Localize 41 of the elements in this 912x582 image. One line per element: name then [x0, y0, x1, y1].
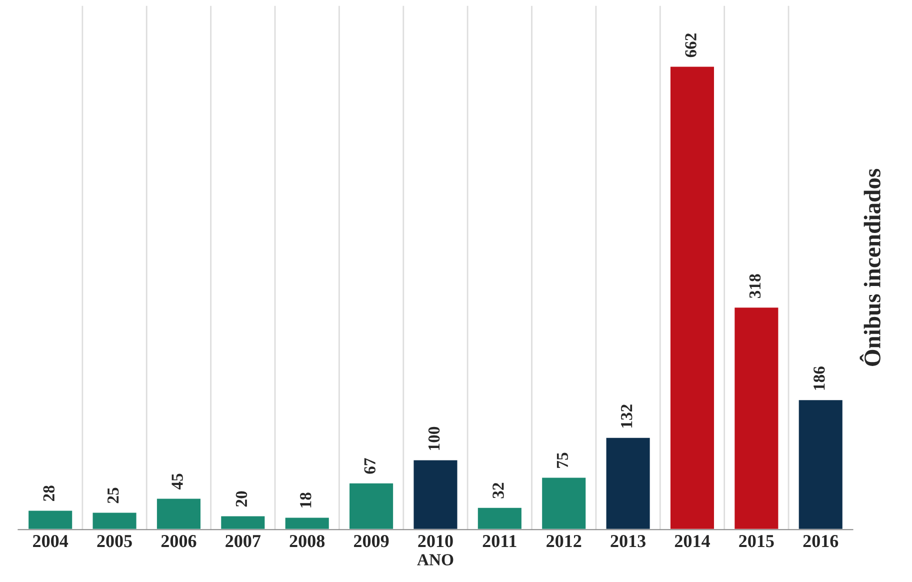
- x-tick-label: 2006: [161, 535, 196, 548]
- x-tick-label: 2013: [610, 535, 646, 548]
- x-tick-label: 2005: [97, 535, 132, 548]
- bar: [540, 476, 588, 530]
- x-tick-label: 2010: [418, 535, 453, 548]
- bar: [604, 436, 652, 530]
- data-label: 67: [364, 458, 376, 474]
- bar: [284, 516, 330, 530]
- x-tick-label: 2014: [674, 535, 710, 548]
- bar: [733, 306, 780, 530]
- bar: [156, 497, 202, 530]
- data-label: 18: [300, 492, 312, 508]
- x-tick-label: 2007: [226, 535, 261, 548]
- data-label: 45: [172, 474, 183, 490]
- bar: [476, 506, 523, 530]
- data-label: 28: [43, 486, 55, 501]
- data-label: 25: [108, 488, 119, 504]
- data-label: 662: [685, 33, 696, 58]
- bar: [348, 482, 394, 530]
- bar: [797, 398, 844, 530]
- data-label: 318: [749, 274, 761, 298]
- bar: [412, 458, 459, 530]
- bar: [27, 509, 74, 530]
- data-label: 20: [236, 491, 248, 507]
- x-tick-label: 2016: [803, 535, 838, 548]
- x-tick-label: 2015: [739, 535, 774, 548]
- x-tick-label: 2011: [482, 535, 516, 548]
- data-label: 132: [621, 404, 632, 428]
- bar: [220, 514, 266, 530]
- bar: [91, 511, 138, 530]
- x-tick-label: 2012: [546, 535, 582, 548]
- x-tick-label: 2008: [290, 535, 325, 548]
- data-label: 75: [556, 452, 568, 468]
- data-label: 100: [428, 426, 440, 450]
- x-tick-label: 2009: [354, 535, 389, 548]
- bar: [669, 65, 716, 530]
- data-label: 32: [492, 482, 504, 498]
- data-label: 186: [814, 366, 825, 390]
- x-tick-label: 2004: [33, 535, 68, 548]
- y-axis-title: Ônibus incendiados: [860, 168, 881, 366]
- x-axis-title: ANO: [417, 554, 454, 566]
